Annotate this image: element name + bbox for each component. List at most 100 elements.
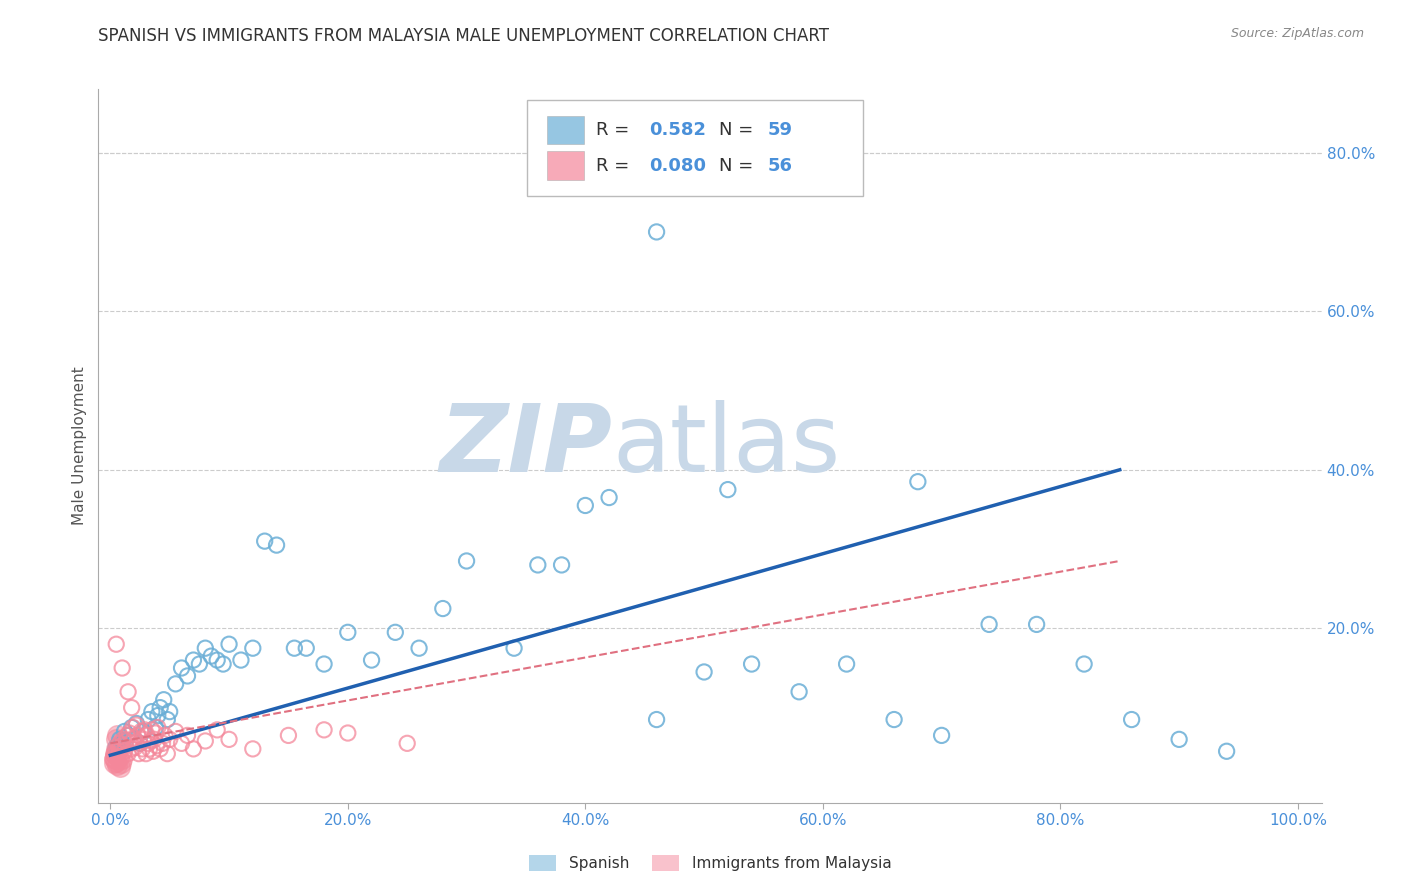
Point bbox=[312, 723, 335, 737]
Point bbox=[336, 726, 359, 740]
Point bbox=[360, 653, 382, 667]
Point bbox=[145, 721, 167, 735]
Point bbox=[503, 641, 526, 656]
Point bbox=[176, 728, 198, 742]
Point bbox=[121, 742, 143, 756]
Point bbox=[277, 728, 299, 742]
Point bbox=[165, 677, 187, 691]
Point bbox=[787, 685, 810, 699]
Bar bbox=[547, 116, 583, 145]
Text: 59: 59 bbox=[768, 121, 793, 139]
Point bbox=[176, 669, 198, 683]
Point bbox=[112, 732, 135, 747]
Point bbox=[183, 742, 205, 756]
Point bbox=[101, 752, 124, 766]
Point bbox=[107, 744, 129, 758]
Point bbox=[107, 757, 129, 772]
Point bbox=[149, 742, 172, 756]
Point bbox=[115, 728, 138, 742]
Point bbox=[1025, 617, 1047, 632]
Point bbox=[114, 724, 136, 739]
Point bbox=[159, 732, 181, 747]
Point bbox=[146, 721, 169, 735]
Point bbox=[129, 736, 152, 750]
Point bbox=[145, 739, 167, 753]
Point bbox=[104, 752, 127, 766]
Point bbox=[149, 700, 172, 714]
Text: R =: R = bbox=[596, 157, 636, 175]
Point bbox=[205, 723, 228, 737]
Point bbox=[977, 617, 1000, 632]
Point bbox=[142, 744, 165, 758]
Point bbox=[143, 732, 166, 747]
Point bbox=[110, 756, 132, 771]
Point bbox=[1073, 657, 1095, 671]
Point bbox=[105, 732, 128, 747]
Text: ZIP: ZIP bbox=[439, 400, 612, 492]
Point bbox=[125, 718, 148, 732]
Point bbox=[146, 708, 169, 723]
Point bbox=[107, 749, 129, 764]
Point bbox=[266, 538, 288, 552]
Point bbox=[128, 747, 150, 761]
Point bbox=[194, 734, 217, 748]
Point bbox=[129, 724, 152, 739]
Point bbox=[152, 736, 174, 750]
Point bbox=[194, 641, 217, 656]
Point bbox=[138, 742, 160, 756]
Point bbox=[693, 665, 716, 679]
Bar bbox=[547, 152, 583, 180]
Point bbox=[741, 657, 763, 671]
FancyBboxPatch shape bbox=[526, 100, 863, 196]
Point bbox=[295, 641, 318, 656]
Point bbox=[200, 649, 222, 664]
Point bbox=[132, 724, 155, 739]
Point bbox=[108, 760, 131, 774]
Point bbox=[931, 728, 953, 742]
Point bbox=[229, 653, 252, 667]
Point bbox=[139, 734, 162, 748]
Point bbox=[105, 755, 128, 769]
Point bbox=[717, 483, 740, 497]
Point bbox=[103, 748, 125, 763]
Point bbox=[127, 728, 149, 742]
Point bbox=[212, 657, 235, 671]
Text: 56: 56 bbox=[768, 157, 793, 175]
Point bbox=[645, 225, 668, 239]
Point bbox=[156, 747, 179, 761]
Point bbox=[122, 732, 145, 747]
Point bbox=[121, 700, 143, 714]
Point bbox=[121, 721, 143, 735]
Point bbox=[432, 601, 454, 615]
Point bbox=[108, 736, 131, 750]
Point bbox=[135, 747, 157, 761]
Point bbox=[218, 732, 240, 747]
Point bbox=[550, 558, 572, 572]
Text: N =: N = bbox=[718, 121, 759, 139]
Text: R =: R = bbox=[596, 121, 636, 139]
Point bbox=[645, 713, 668, 727]
Point bbox=[283, 641, 305, 656]
Point bbox=[105, 742, 128, 756]
Point bbox=[205, 653, 228, 667]
Point bbox=[136, 736, 159, 750]
Point bbox=[156, 713, 179, 727]
Point bbox=[136, 713, 159, 727]
Point bbox=[141, 705, 163, 719]
Point bbox=[835, 657, 858, 671]
Point bbox=[574, 499, 596, 513]
Point bbox=[111, 661, 134, 675]
Point bbox=[153, 728, 176, 742]
Point bbox=[598, 491, 620, 505]
Point bbox=[527, 558, 550, 572]
Point bbox=[883, 713, 905, 727]
Text: Source: ZipAtlas.com: Source: ZipAtlas.com bbox=[1230, 27, 1364, 40]
Point bbox=[121, 721, 143, 735]
Point bbox=[107, 749, 129, 764]
Point bbox=[122, 731, 145, 745]
Text: SPANISH VS IMMIGRANTS FROM MALAYSIA MALE UNEMPLOYMENT CORRELATION CHART: SPANISH VS IMMIGRANTS FROM MALAYSIA MALE… bbox=[98, 27, 830, 45]
Text: atlas: atlas bbox=[612, 400, 841, 492]
Point bbox=[1168, 732, 1191, 747]
Point bbox=[129, 736, 152, 750]
Point bbox=[117, 685, 139, 699]
